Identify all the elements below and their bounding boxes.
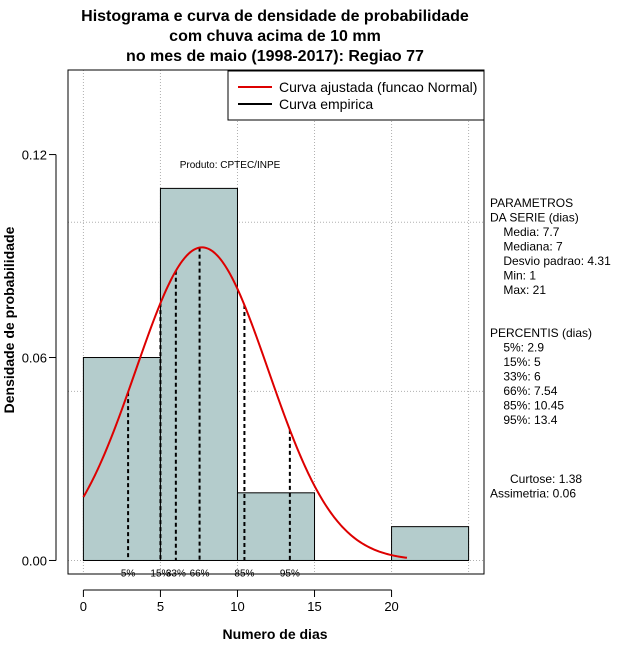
percentile-stat-line: 95%: 13.4	[490, 413, 558, 427]
parameter-line: PARAMETROS	[490, 196, 573, 210]
percentile-stat-line: PERCENTIS (dias)	[490, 326, 592, 340]
percentile-stat-line: 5%: 2.9	[490, 341, 544, 355]
y-tick-label: 0.06	[22, 351, 47, 366]
legend: Curva ajustada (funcao Normal) Curva emp…	[227, 70, 485, 121]
chart-title-line-2: com chuva acima de 10 mm	[169, 28, 381, 45]
percentile-stat-line: 66%: 7.54	[490, 384, 558, 398]
x-tick-label: 15	[307, 599, 321, 614]
chart-title-line-1: Histograma e curva de densidade de proba…	[81, 8, 469, 25]
parameter-line: Max: 21	[490, 283, 546, 297]
y-tick-label: 0.00	[22, 553, 47, 568]
histogram-bar	[391, 526, 470, 561]
chart-title-line-3: no mes de maio (1998-2017): Regiao 77	[126, 48, 424, 65]
y-tick-label: 0.12	[22, 148, 47, 163]
normal-fit-curve	[82, 246, 408, 559]
parameter-line: DA SERIE (dias)	[490, 211, 579, 225]
x-axis-title: Numero de dias	[222, 626, 327, 642]
histogram-bar	[82, 357, 161, 561]
x-tick-label: 20	[384, 599, 398, 614]
histogram-bars	[82, 187, 470, 561]
parameter-line: Media: 7.7	[490, 225, 560, 239]
percentile-stat-line: 85%: 10.45	[490, 399, 564, 413]
y-axis-title: Densidade de probabilidade	[1, 226, 17, 413]
legend-label-empirical: Curva empirica	[279, 96, 373, 112]
legend-box	[227, 70, 485, 121]
x-tick-label: 5	[157, 599, 164, 614]
shape-stat-line: Assimetria: 0.06	[490, 487, 576, 501]
product-annotation: Produto: CPTEC/INPE	[180, 160, 281, 171]
percentile-stat-line: 15%: 5	[490, 355, 541, 369]
density-curves	[82, 246, 408, 559]
parameter-line: Desvio padrao: 4.31	[490, 254, 611, 268]
shape-stat-line: Curtose: 1.38	[490, 472, 582, 486]
parameter-line: Min: 1	[490, 269, 536, 283]
plot-frame	[67, 69, 485, 575]
percentile-stat-line: 33%: 6	[490, 370, 541, 384]
histogram-bar	[236, 492, 316, 561]
x-tick-label: 0	[80, 599, 87, 614]
x-tick-label: 10	[230, 599, 244, 614]
legend-label-normal: Curva ajustada (funcao Normal)	[279, 79, 477, 95]
parameter-line: Mediana: 7	[490, 240, 563, 254]
axes: 0 5 10 15 20 0.00 0.06 0.12	[22, 148, 399, 614]
